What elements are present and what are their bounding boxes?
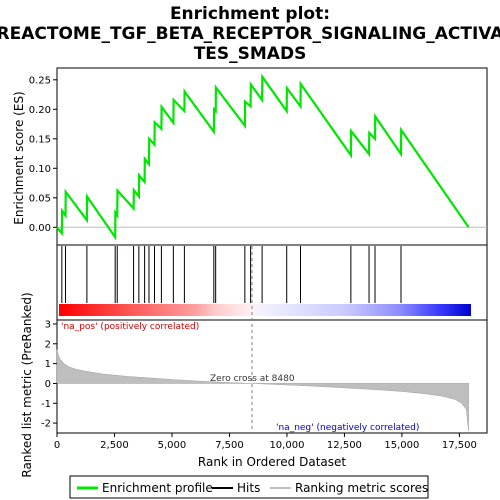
- metric-y-tick-label: 2: [45, 339, 51, 350]
- metric-y-tick-label: -2: [41, 419, 51, 430]
- x-tick-label: 17,500: [442, 440, 477, 451]
- chart-title-line-1: Enrichment plot:: [170, 4, 330, 24]
- es-axis: 0.00 0.05 0.10 0.15 0.20 0.25: [29, 75, 487, 234]
- enrichment-profile-path: [56, 73, 470, 241]
- zero-cross-label: Zero cross at 8480: [210, 374, 295, 384]
- es-panel-frame: [56, 67, 488, 246]
- hit-marks: [61, 246, 402, 303]
- positive-correlation-label: 'na_pos' (positively correlated): [61, 322, 199, 332]
- ranking-metric-fill: [56, 349, 469, 432]
- es-y-axis-label: Enrichment score (ES): [12, 91, 26, 224]
- x-tick-label: 5,000: [158, 440, 187, 451]
- legend-metric-label: Ranking metric scores: [295, 481, 428, 495]
- metric-y-axis-label: Ranked list metric (PreRanked): [20, 292, 34, 477]
- x-tick-label: 12,500: [327, 440, 362, 451]
- x-tick-label: 10,000: [269, 440, 304, 451]
- x-tick-label: 7,500: [215, 440, 244, 451]
- es-y-tick-label: 0.05: [29, 193, 51, 204]
- enrichment-profile-line: [56, 73, 470, 241]
- chart-title-line-3: TES_SMADS: [194, 44, 307, 64]
- x-tick-label: 15,000: [384, 440, 419, 451]
- es-y-tick-label: 0.15: [29, 134, 51, 145]
- es-y-tick-label: 0.00: [29, 223, 51, 234]
- x-tick-label: 0: [54, 440, 60, 451]
- x-axis-label: Rank in Ordered Dataset: [198, 455, 346, 469]
- es-y-tick-label: 0.25: [29, 75, 51, 86]
- metric-y-tick-label: 0: [45, 379, 51, 390]
- metric-y-tick-label: 3: [45, 319, 51, 330]
- legend-hits-label: Hits: [237, 481, 260, 495]
- es-y-tick-label: 0.20: [29, 105, 51, 116]
- negative-correlation-label: 'na_neg' (negatively correlated): [276, 423, 419, 433]
- legend-enrichment-label: Enrichment profile: [102, 481, 213, 495]
- metric-y-tick-label: 1: [45, 359, 51, 370]
- es-y-tick-label: 0.10: [29, 164, 51, 175]
- chart-title-line-2: REACTOME_TGF_BETA_RECEPTOR_SIGNALING_ACT…: [0, 24, 500, 44]
- x-tick-label: 2,500: [100, 440, 129, 451]
- rank-color-bar: [59, 304, 471, 316]
- legend-box: [69, 475, 429, 499]
- ranking-metric-area: [56, 246, 469, 433]
- metric-y-tick-label: -1: [41, 399, 51, 410]
- metric-axis: -2 -1 0 1 2 3 0 2,500 5,000 7,500 10,000 12,500 15,0…: [41, 319, 477, 451]
